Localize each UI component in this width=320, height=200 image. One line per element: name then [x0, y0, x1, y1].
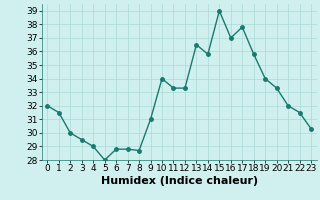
- X-axis label: Humidex (Indice chaleur): Humidex (Indice chaleur): [100, 176, 258, 186]
